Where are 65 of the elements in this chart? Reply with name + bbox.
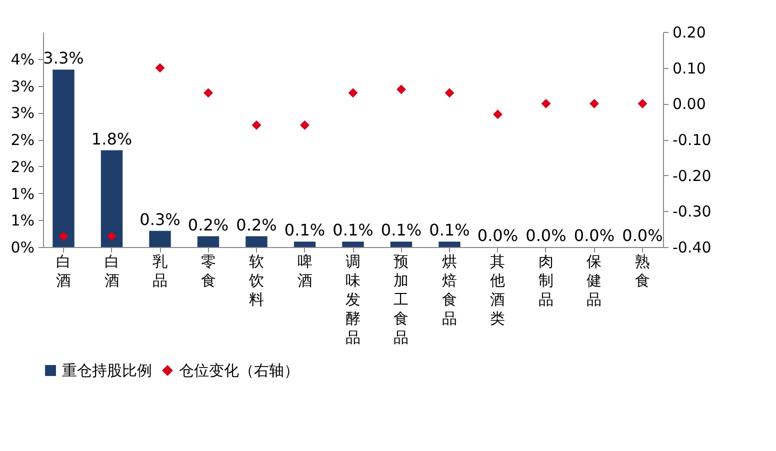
y-tick-label: 0%	[10, 238, 34, 256]
point	[204, 88, 213, 98]
data-label: 0.1%	[380, 220, 422, 240]
y2-tick-label: -0.10	[672, 131, 712, 149]
point	[638, 98, 648, 108]
x-tick-label: 零食	[200, 252, 216, 290]
point	[252, 120, 262, 130]
y-tick-label: 1%	[10, 184, 34, 203]
point	[107, 232, 116, 241]
bar	[246, 236, 268, 247]
point	[396, 84, 406, 94]
bar	[149, 230, 171, 247]
y2-tick-label: 0.20	[672, 24, 706, 42]
x-tick-label: 肉制品	[538, 252, 554, 308]
data-label: 0.3%	[140, 210, 180, 229]
y-tick-label: 3%	[10, 104, 34, 122]
data-label: 1.8%	[91, 129, 132, 148]
x-tick-label: 熟食	[634, 252, 650, 290]
data-label: 0.1%	[284, 220, 326, 240]
point	[493, 110, 502, 120]
bar	[438, 242, 460, 247]
legend-label: 仓位变化（右轴）	[179, 362, 299, 380]
y-tick-label: 4%	[10, 50, 34, 68]
y-tick-label: 3%	[10, 77, 34, 96]
x-tick-label: 白酒	[104, 252, 120, 290]
data-label: 0.0%	[622, 226, 663, 245]
x-tick-label: 乳品	[152, 252, 168, 290]
y-tick-label: 1%	[10, 212, 34, 230]
point	[300, 120, 310, 130]
y2-tick-label: -0.20	[672, 166, 712, 185]
x-tick-label: 啤酒	[297, 252, 312, 290]
point	[58, 232, 68, 241]
x-tick-label: 软饮料	[248, 252, 264, 308]
x-tick-label: 其他酒类	[490, 252, 506, 328]
y2-tick-label: 0.00	[672, 95, 706, 114]
x-tick-label: 预加工食品	[394, 252, 409, 346]
point	[155, 63, 165, 73]
data-label: 0.2%	[188, 215, 229, 234]
bar	[342, 242, 364, 247]
x-tick-label: 调味发酵品	[346, 252, 360, 346]
y2-tick-label: 0.10	[672, 59, 706, 78]
legend-label: 重仓持股比例	[62, 362, 152, 380]
data-label: 0.1%	[429, 220, 470, 240]
bar	[52, 70, 74, 247]
data-label: 0.2%	[236, 215, 277, 234]
bar	[100, 150, 123, 247]
data-label: 0.0%	[526, 226, 566, 245]
y-tick-label: 2%	[10, 158, 34, 176]
data-label: 0.0%	[477, 226, 518, 245]
data-label: 3.3%	[43, 48, 84, 68]
x-tick-label: 保健品	[586, 252, 602, 308]
bar	[197, 236, 220, 247]
y2-tick-label: -0.40	[672, 238, 712, 256]
x-tick-label: 白酒	[56, 252, 72, 290]
bar	[390, 242, 412, 247]
data-label: 0.0%	[574, 226, 615, 245]
point	[590, 98, 599, 108]
y2-tick-label: -0.30	[672, 202, 712, 221]
bar	[294, 242, 316, 247]
point	[541, 98, 551, 108]
x-tick-label: 烘焙食品	[442, 252, 457, 328]
y-tick-label: 2%	[10, 131, 34, 149]
data-label: 0.1%	[332, 220, 374, 240]
point	[348, 88, 358, 98]
point	[444, 88, 454, 98]
